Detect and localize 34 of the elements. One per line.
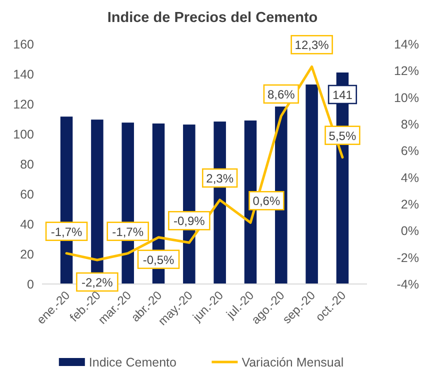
y2-tick-label: 2% xyxy=(400,198,419,212)
data-label: -1,7% xyxy=(112,224,144,239)
data-label: 5,5% xyxy=(328,128,356,143)
y-tick-label: 100 xyxy=(13,128,34,142)
y2-tick-label: -4% xyxy=(396,278,419,292)
data-label: -0,9% xyxy=(173,214,206,228)
y-tick-label: 20 xyxy=(20,248,34,262)
chart-title: Indice de Precios del Cemento xyxy=(107,10,318,26)
y-tick-label: 120 xyxy=(13,98,34,112)
y-tick-label: 60 xyxy=(20,188,34,202)
legend-label: Variación Mensual xyxy=(242,356,344,370)
y2-tick-label: -2% xyxy=(396,250,419,265)
legend-label: Indice Cemento xyxy=(88,356,176,370)
data-label: 8,6% xyxy=(267,88,296,102)
y-tick-label: 140 xyxy=(13,68,34,82)
data-label: -2,2% xyxy=(82,276,114,290)
data-label: 2,3% xyxy=(206,172,234,186)
data-label: -0,5% xyxy=(142,252,175,267)
data-label: -1,7% xyxy=(50,224,83,239)
y2-tick-label: 12% xyxy=(394,64,419,78)
y2-tick-label: 0% xyxy=(400,224,419,238)
y2-tick-label: 6% xyxy=(400,144,419,158)
y-tick-label: 160 xyxy=(13,38,34,52)
y-tick-label: 0 xyxy=(27,278,34,292)
data-label: 141 xyxy=(332,88,353,102)
y2-tick-label: 8% xyxy=(400,118,419,132)
bar xyxy=(306,84,318,284)
y2-tick-label: 4% xyxy=(400,170,419,185)
data-label: 0,6% xyxy=(252,194,280,208)
y2-tick-label: 10% xyxy=(394,90,419,105)
data-label: 12,3% xyxy=(294,38,330,52)
y-tick-label: 40 xyxy=(20,218,34,232)
y2-tick-label: 14% xyxy=(394,38,419,52)
y-tick-label: 80 xyxy=(20,158,34,172)
